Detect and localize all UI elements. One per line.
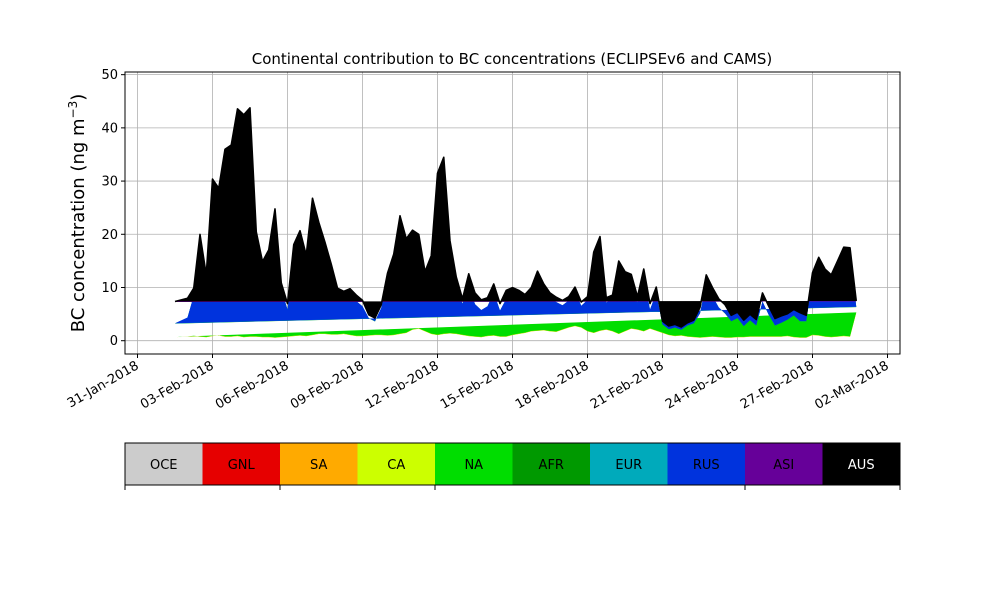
legend-swatch-afr [512, 443, 591, 485]
legend-label-rus: RUS [693, 458, 720, 473]
y-axis-label-close: ) [68, 94, 89, 101]
legend-label-asi: ASI [773, 458, 794, 473]
area-aus [175, 107, 857, 328]
legend-label-eur: EUR [615, 458, 642, 473]
legend-colorbar: OCE GNL SA CA NA AFR EUR RUS ASI AUS [124, 442, 901, 490]
legend-swatch-sa [280, 443, 358, 485]
legend-label-gnl: GNL [228, 458, 256, 473]
legend-swatch-ca [357, 443, 436, 485]
chart-title: Continental contribution to BC concentra… [252, 50, 773, 68]
y-axis-label-main: BC concentration (ng m [68, 118, 89, 332]
legend-swatch-eur [590, 443, 668, 485]
legend-swatch-oce [125, 443, 203, 485]
legend-swatch-na [435, 443, 513, 485]
y-axis-label-superscript: −3 [66, 101, 80, 119]
y-tick-label: 0 [110, 334, 118, 349]
legend-label-oce: OCE [150, 458, 178, 473]
legend-frame [124, 442, 901, 486]
y-tick-label: 50 [101, 68, 118, 83]
legend-label-ca: CA [387, 458, 405, 473]
y-tick-label: 40 [101, 121, 118, 136]
legend-label-afr: AFR [539, 458, 564, 473]
y-axis-label: BC concentration (ng m−3) [66, 94, 89, 333]
y-tick-label: 20 [101, 228, 118, 243]
legend-swatch-gnl [202, 443, 281, 485]
legend-label-na: NA [464, 458, 483, 473]
legend-swatch-rus [667, 443, 746, 485]
stacked-areas [175, 107, 857, 338]
legend-label-sa: SA [310, 458, 327, 473]
legend-swatch-aus [822, 443, 901, 485]
legend-swatch-asi [745, 443, 823, 485]
total-line [174, 107, 858, 328]
y-axis-ticks: 0 10 20 30 40 50 [101, 68, 125, 349]
y-tick-label: 10 [101, 281, 118, 296]
y-tick-label: 30 [101, 175, 118, 190]
legend-label-aus: AUS [848, 458, 875, 473]
total-concentration-line [174, 107, 858, 328]
